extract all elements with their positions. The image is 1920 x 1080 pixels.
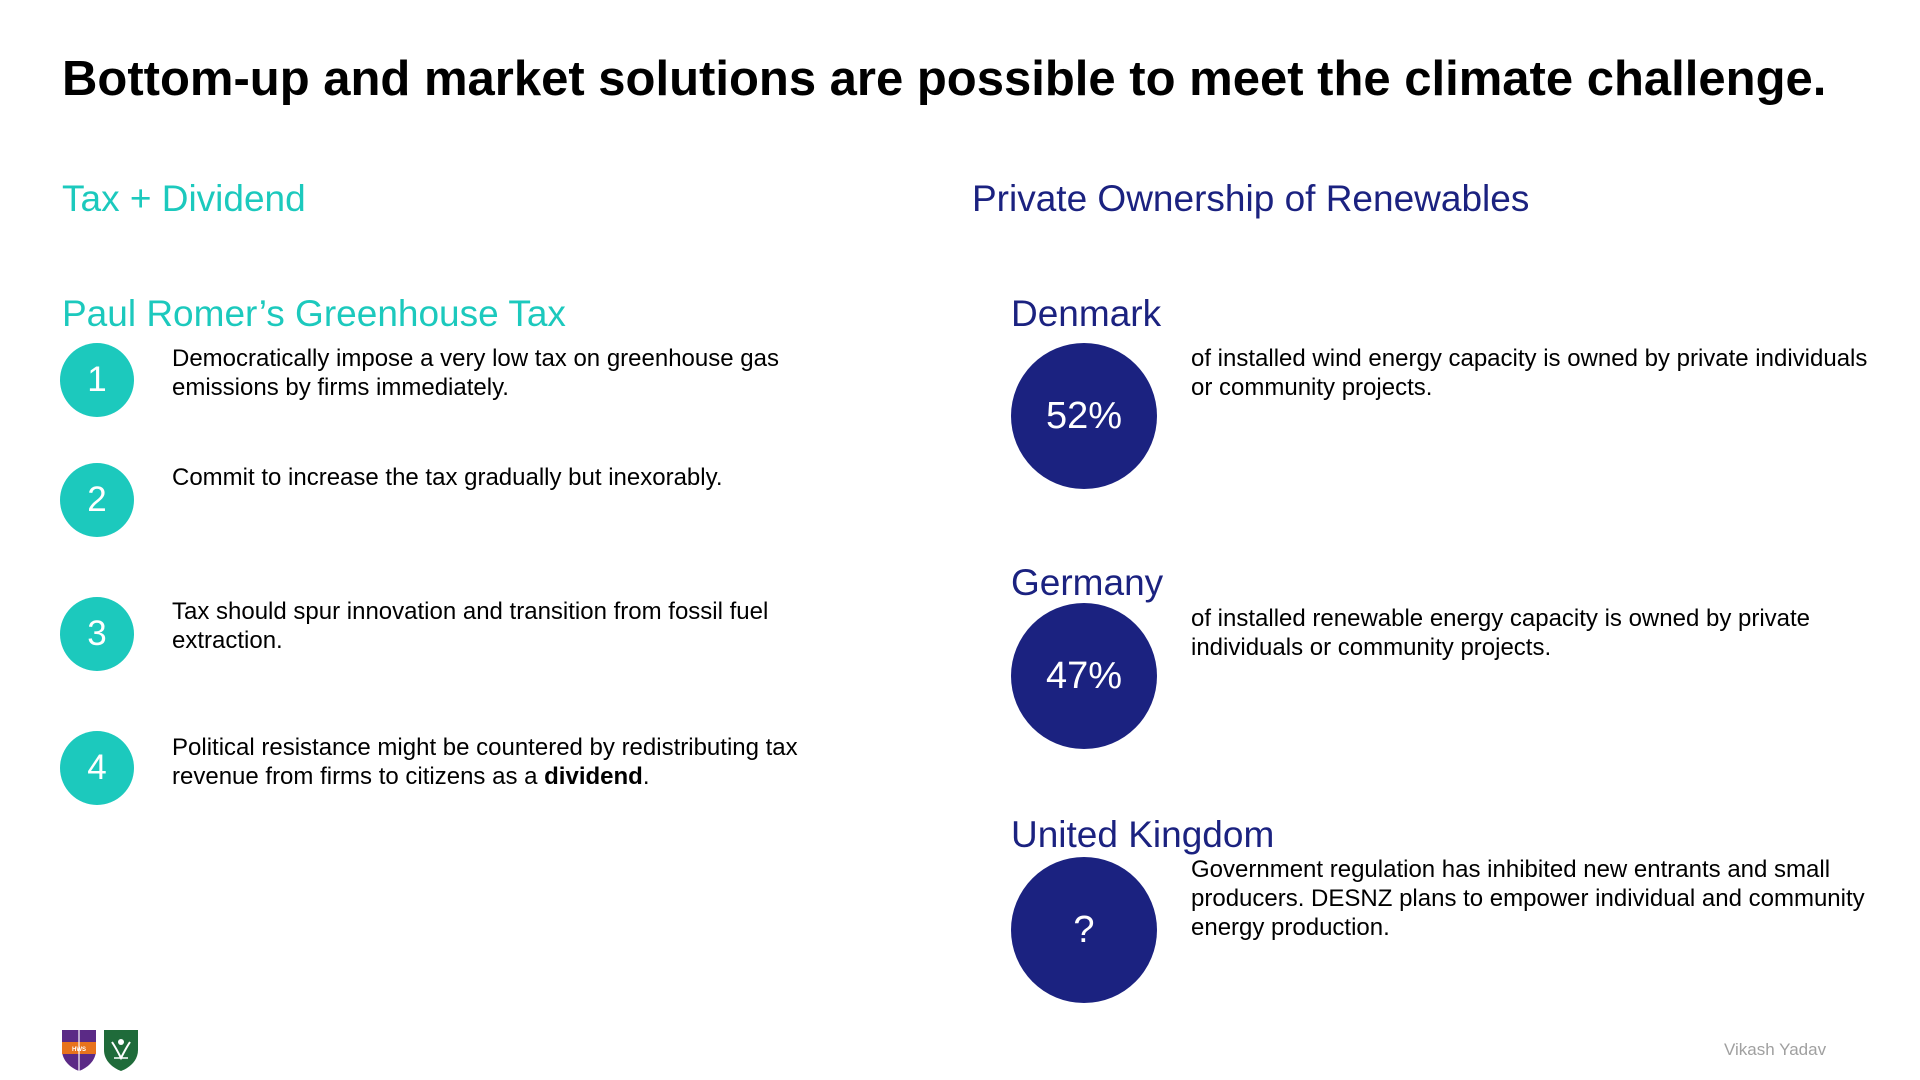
uk-unknown-circle: ? bbox=[1011, 857, 1157, 1003]
institution-logos: HWS bbox=[60, 1028, 140, 1072]
svg-text:HWS: HWS bbox=[72, 1047, 86, 1053]
step-2-badge: 2 bbox=[60, 463, 134, 537]
tax-dividend-heading: Tax + Dividend bbox=[62, 178, 306, 219]
uk-label: United Kingdom bbox=[1011, 814, 1275, 855]
germany-percentage-circle: 47% bbox=[1011, 603, 1157, 749]
uk-description: Government regulation has inhibited new … bbox=[1191, 856, 1865, 941]
germany-label: Germany bbox=[1011, 562, 1164, 603]
step-2-text: Commit to increase the tax gradually but… bbox=[172, 464, 723, 491]
denmark-percentage-circle: 52% bbox=[1011, 343, 1157, 489]
private-ownership-heading: Private Ownership of Renewables bbox=[972, 178, 1530, 219]
step-1-text: Democratically impose a very low tax on … bbox=[172, 345, 779, 401]
step-4-badge: 4 bbox=[60, 731, 134, 805]
step-3-text: Tax should spur innovation and transitio… bbox=[172, 598, 769, 654]
step-4-text-start: Political resistance might be countered … bbox=[172, 734, 798, 790]
hws-shield-logo: HWS bbox=[62, 1030, 96, 1071]
greenhouse-tax-subheading: Paul Romer’s Greenhouse Tax bbox=[62, 293, 566, 334]
step-3-badge: 3 bbox=[60, 597, 134, 671]
step-1-badge: 1 bbox=[60, 343, 134, 417]
dividend-emphasis: dividend bbox=[544, 763, 643, 790]
germany-description: of installed renewable energy capacity i… bbox=[1191, 605, 1811, 661]
step-4-text-end: . bbox=[642, 763, 650, 790]
denmark-label: Denmark bbox=[1011, 293, 1162, 334]
slide-title: Bottom-up and market solutions are possi… bbox=[62, 52, 1827, 106]
step-4-text: Political resistance might be countered … bbox=[172, 733, 832, 791]
green-crest-logo bbox=[104, 1030, 138, 1071]
denmark-description: of installed wind energy capacity is own… bbox=[1191, 345, 1868, 401]
author-credit: Vikash Yadav bbox=[1724, 1040, 1827, 1059]
